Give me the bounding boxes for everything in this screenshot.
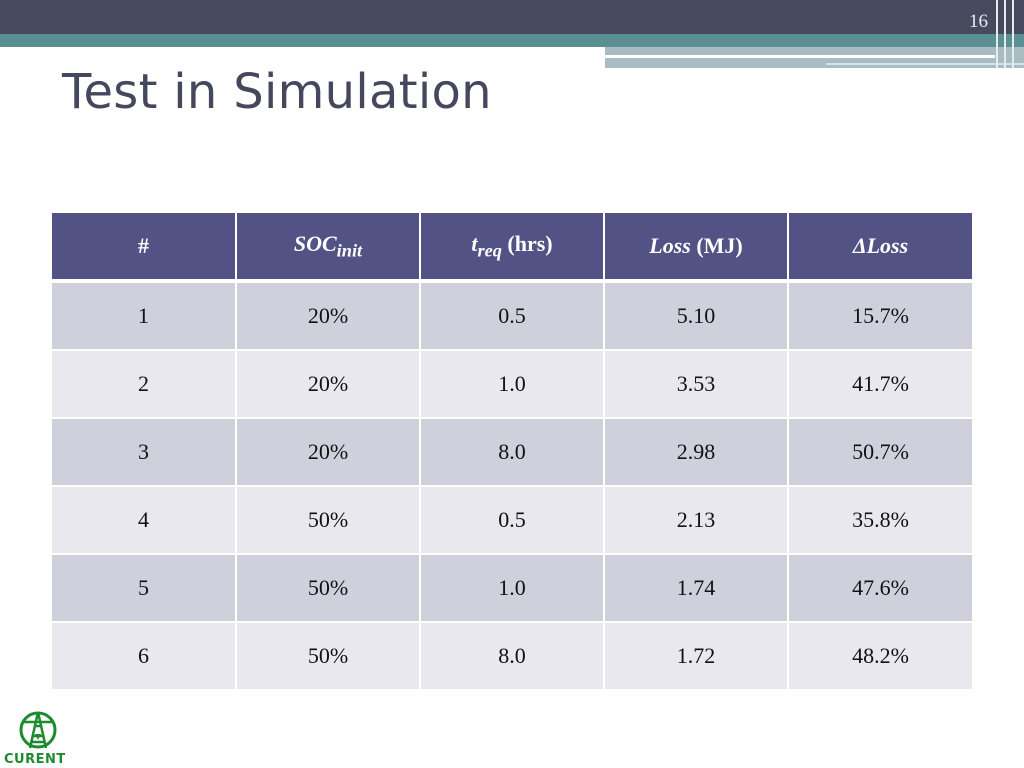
header-t-req: treq (hrs) [420, 213, 605, 283]
header-bar-dark [0, 0, 1024, 34]
cell-loss: 1.72 [604, 622, 789, 691]
cell-loss: 5.10 [604, 281, 789, 351]
page-number: 16 [969, 11, 988, 32]
table-header-row: # SOCinit treq (hrs) Loss (MJ) ΔLoss [52, 213, 972, 283]
cell-treq: 0.5 [420, 281, 605, 351]
cell-loss: 2.98 [604, 418, 789, 487]
cell-soc: 50% [236, 622, 421, 691]
table-row: 1 20% 0.5 5.10 15.7% [52, 281, 972, 351]
cell-index: 4 [52, 486, 237, 555]
power-tower-logo-icon [19, 711, 57, 749]
cell-delta-loss: 47.6% [788, 554, 972, 623]
cell-delta-loss: 48.2% [788, 622, 972, 691]
cell-soc: 50% [236, 486, 421, 555]
header-index-label: # [138, 233, 149, 258]
header-vertical-line [996, 0, 998, 68]
cell-treq: 8.0 [420, 622, 605, 691]
slide-title: Test in Simulation [62, 64, 492, 120]
header-bar-teal [0, 34, 1024, 47]
cell-soc: 20% [236, 281, 421, 351]
cell-delta-loss: 35.8% [788, 486, 972, 555]
header-vertical-line [1012, 0, 1014, 68]
cell-loss: 2.13 [604, 486, 789, 555]
table-row: 3 20% 8.0 2.98 50.7% [52, 418, 972, 487]
header-soc-subscript: init [336, 240, 363, 261]
cell-treq: 1.0 [420, 554, 605, 623]
header-t-label: t [471, 230, 478, 256]
cell-soc: 20% [236, 350, 421, 419]
cell-index: 3 [52, 418, 237, 487]
cell-loss: 3.53 [604, 350, 789, 419]
table-row: 4 50% 0.5 2.13 35.8% [52, 486, 972, 555]
header-delta-symbol: Δ [852, 233, 867, 258]
header-bar-white [0, 47, 605, 51]
header-soc-init: SOCinit [236, 213, 421, 283]
cell-index: 6 [52, 622, 237, 691]
header-loss-label: Loss [649, 233, 691, 258]
cell-loss: 1.74 [604, 554, 789, 623]
cell-delta-loss: 15.7% [788, 281, 972, 351]
header-delta-loss: ΔLoss [788, 213, 972, 283]
header-right-stripe-thin [826, 63, 1024, 65]
header-vertical-line [1004, 0, 1006, 68]
header-t-subscript: req [477, 240, 502, 261]
cell-index: 2 [52, 350, 237, 419]
table-row: 5 50% 1.0 1.74 47.6% [52, 554, 972, 623]
header-right-stripe [605, 55, 995, 58]
table-row: 6 50% 8.0 1.72 48.2% [52, 622, 972, 691]
cell-delta-loss: 41.7% [788, 350, 972, 419]
header-loss: Loss (MJ) [604, 213, 789, 283]
header-index: # [52, 213, 237, 283]
cell-treq: 1.0 [420, 350, 605, 419]
cell-soc: 20% [236, 418, 421, 487]
logo-text: CURENT [4, 752, 66, 767]
header-t-unit: (hrs) [501, 230, 553, 256]
cell-delta-loss: 50.7% [788, 418, 972, 487]
cell-index: 1 [52, 281, 237, 351]
cell-soc: 50% [236, 554, 421, 623]
header-loss-unit: (MJ) [690, 233, 743, 258]
results-table: # SOCinit treq (hrs) Loss (MJ) ΔLoss 1 2… [52, 213, 972, 691]
table-row: 2 20% 1.0 3.53 41.7% [52, 350, 972, 419]
cell-index: 5 [52, 554, 237, 623]
header-delta-loss-label: Loss [866, 233, 909, 258]
header-soc-label: SOC [293, 230, 337, 256]
cell-treq: 0.5 [420, 486, 605, 555]
cell-treq: 8.0 [420, 418, 605, 487]
